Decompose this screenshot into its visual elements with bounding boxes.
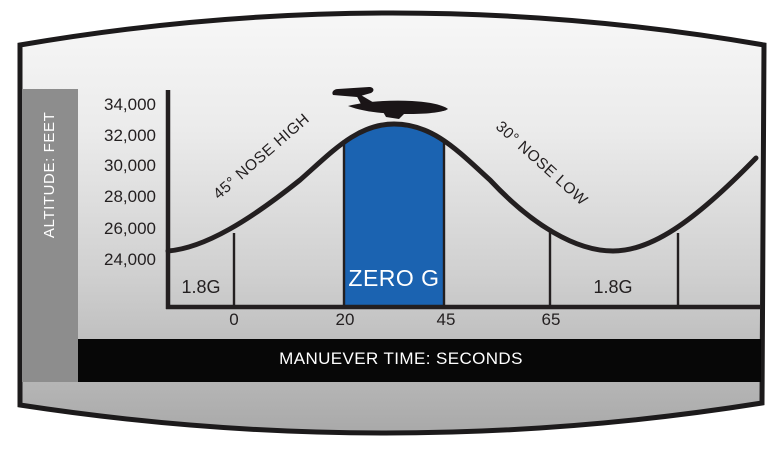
x-tick-0: 0 <box>229 310 239 329</box>
y-tick-28000: 28,000 <box>104 187 156 206</box>
g-load-label-right: 1.8G <box>593 277 633 297</box>
x-tick-20: 20 <box>335 310 355 329</box>
y-tick-32000: 32,000 <box>104 126 156 145</box>
airplane-icon <box>332 87 448 119</box>
time-axis-bar <box>78 339 761 382</box>
x-tick-65: 65 <box>541 310 561 329</box>
airplane-fuselage <box>348 100 448 114</box>
zero-g-label: ZERO G <box>348 265 440 291</box>
altitude-axis-strip <box>22 89 78 382</box>
flight-path-curve <box>165 121 759 254</box>
y-tick-24000: 24,000 <box>104 250 156 269</box>
zone-boundary-lines <box>232 140 680 305</box>
y-tick-26000: 26,000 <box>104 219 156 238</box>
y-tick-34000: 34,000 <box>104 95 156 114</box>
y-tick-30000: 30,000 <box>104 156 156 175</box>
zero-g-region <box>344 124 444 305</box>
airplane-wing <box>382 110 408 119</box>
x-tick-45: 45 <box>436 310 456 329</box>
airplane-tailplane <box>332 87 374 97</box>
y-axis-title: ALTITUDE: FEET <box>41 111 59 239</box>
x-axis-title: MANUEVER TIME: SECONDS <box>279 349 523 368</box>
g-load-label-left: 1.8G <box>181 277 221 297</box>
